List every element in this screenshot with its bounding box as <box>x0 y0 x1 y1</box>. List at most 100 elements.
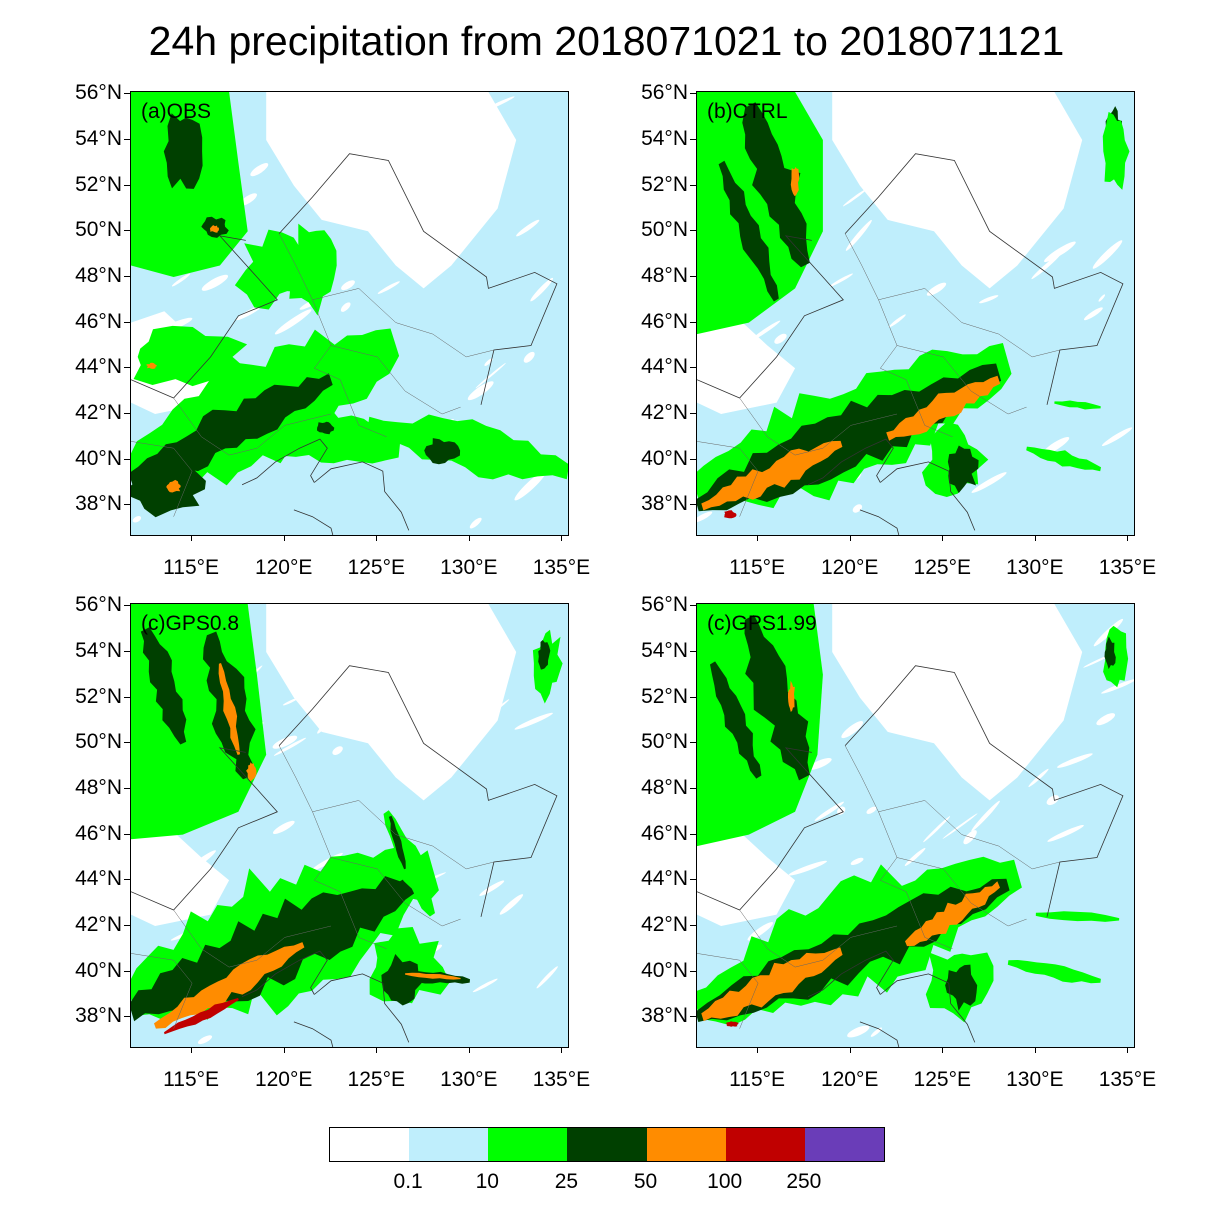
lat-tick-mark <box>690 1016 696 1018</box>
lat-tick-mark <box>124 924 130 926</box>
lat-tick-mark <box>124 1016 130 1018</box>
lat-tick-mark <box>124 605 130 607</box>
dry-area <box>832 92 1083 289</box>
coastline <box>293 509 334 535</box>
colorbar-segment <box>330 1128 410 1161</box>
lat-tick-mark <box>124 321 130 323</box>
lon-tick-label: 125°E <box>347 1068 405 1091</box>
lat-tick-label: 40°N <box>641 446 688 470</box>
dry-streak <box>847 1025 870 1038</box>
dry-streak <box>340 302 351 312</box>
lat-tick-mark <box>124 650 130 652</box>
dry-streak <box>842 188 868 207</box>
dry-area <box>697 823 796 926</box>
lon-tick-label: 135°E <box>532 556 591 579</box>
lat-tick-mark <box>690 321 696 323</box>
colorbar-segment <box>725 1128 805 1161</box>
province-border <box>131 441 193 517</box>
coastline <box>278 153 558 405</box>
province-border <box>330 857 461 927</box>
precip-area-level-3 <box>388 815 406 870</box>
dry-streak <box>774 333 787 344</box>
province-border <box>131 953 193 1029</box>
lat-tick-mark <box>124 879 130 881</box>
map-panel-ctrl: (b)CTRL <box>696 91 1135 536</box>
lat-tick-mark <box>690 924 696 926</box>
dry-streak <box>321 202 330 211</box>
lat-tick-label: 50°N <box>75 218 122 242</box>
colorbar-segment <box>804 1128 884 1161</box>
coastline <box>859 509 900 535</box>
lon-tick-label: 135°E <box>532 1068 591 1091</box>
dry-streak <box>317 721 328 734</box>
lat-tick-mark <box>124 184 130 186</box>
lat-tick-mark <box>690 970 696 972</box>
precip-area-level-4 <box>246 762 257 782</box>
colorbar-segment <box>567 1128 647 1161</box>
dry-streak <box>516 219 540 237</box>
lat-tick-mark <box>124 742 130 744</box>
dry-streak <box>704 363 716 373</box>
lat-tick-mark <box>690 504 696 506</box>
dry-streak <box>272 735 298 749</box>
coastline <box>880 973 976 1043</box>
precip-area-level-5 <box>164 998 239 1035</box>
precip-area-level-2 <box>282 223 337 316</box>
dry-streak <box>944 621 967 646</box>
lat-tick-label: 38°N <box>75 1004 122 1028</box>
coastline <box>807 438 894 486</box>
precip-area-level-4 <box>166 479 181 493</box>
dry-streak <box>904 847 926 866</box>
lat-tick-mark <box>124 230 130 232</box>
lat-tick-mark <box>124 412 130 414</box>
lon-tick-label: 125°E <box>913 556 971 579</box>
lon-tick-label: 115°E <box>163 556 220 579</box>
coastline <box>131 235 278 399</box>
coastline <box>807 950 894 998</box>
lat-tick-mark <box>124 458 130 460</box>
coastline <box>697 235 844 399</box>
lon-tick-mark <box>376 535 378 541</box>
coastline <box>314 461 410 531</box>
colorbar-level-label: 25 <box>554 1170 579 1193</box>
dry-area <box>832 604 1083 801</box>
lat-tick-label: 40°N <box>75 446 122 470</box>
coastline <box>844 665 1124 917</box>
lat-tick-label: 56°N <box>75 593 122 617</box>
province-border <box>739 397 898 456</box>
precip-area-level-3 <box>710 661 762 779</box>
dry-streak <box>239 193 257 206</box>
lon-tick-label: 125°E <box>347 556 405 579</box>
dry-streak <box>132 516 142 523</box>
dry-streak <box>953 650 976 674</box>
dry-streak <box>514 470 547 501</box>
dry-streak <box>886 119 923 144</box>
dry-streak <box>530 277 554 302</box>
dry-streak <box>942 813 978 839</box>
lat-tick-label: 44°N <box>641 355 688 379</box>
lat-tick-label: 50°N <box>641 218 688 242</box>
lon-tick-label: 125°E <box>913 1068 971 1091</box>
lat-tick-mark <box>690 458 696 460</box>
precip-area-level-3 <box>317 421 335 435</box>
precip-map <box>131 604 568 1047</box>
lat-tick-label: 42°N <box>641 400 688 424</box>
dry-streak <box>332 746 343 755</box>
lat-tick-label: 44°N <box>75 867 122 891</box>
dry-streak <box>947 174 971 191</box>
dry-streak <box>912 161 933 171</box>
precip-area-level-3 <box>131 373 333 488</box>
precip-area-level-2 <box>697 92 823 335</box>
coastline <box>278 665 558 917</box>
map-panel-gps08: (c)GPS0.8 <box>130 603 569 1048</box>
dry-streak <box>898 689 914 698</box>
lat-tick-mark <box>690 650 696 652</box>
dry-streak <box>889 314 906 328</box>
lat-tick-label: 52°N <box>641 172 688 196</box>
dry-streak <box>808 757 832 770</box>
precip-area-level-2 <box>366 414 568 480</box>
precip-area-level-4 <box>701 440 843 511</box>
lat-tick-label: 54°N <box>75 126 122 150</box>
dry-streak <box>870 1027 883 1037</box>
province-border <box>278 233 387 438</box>
